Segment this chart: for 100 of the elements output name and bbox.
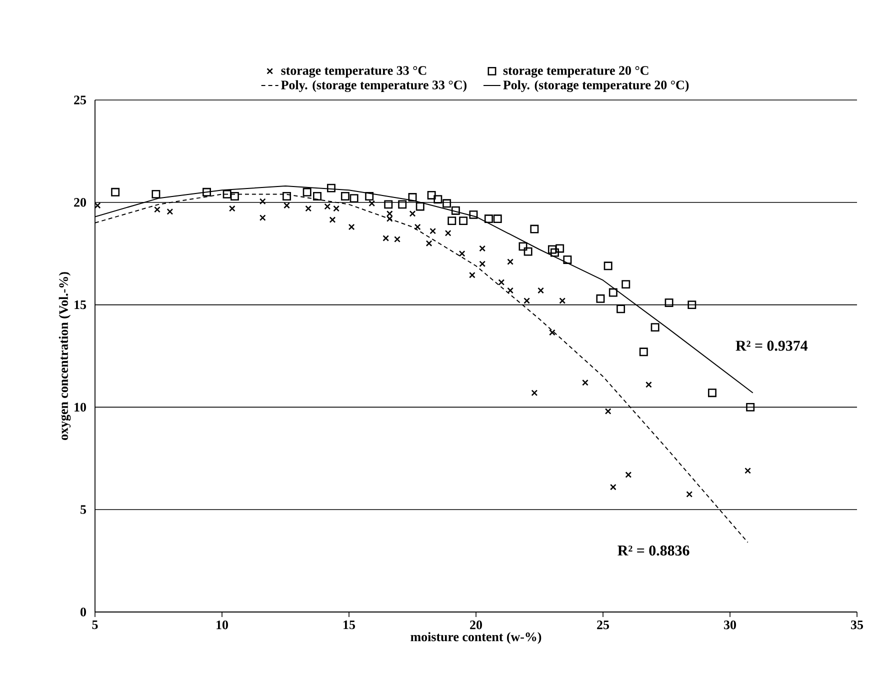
point bbox=[384, 200, 393, 209]
x-tick-label: 15 bbox=[344, 620, 356, 630]
point bbox=[302, 188, 312, 196]
point bbox=[746, 402, 755, 412]
point bbox=[518, 242, 528, 251]
point bbox=[350, 194, 358, 203]
point bbox=[549, 329, 556, 336]
point bbox=[708, 388, 716, 398]
point bbox=[538, 287, 544, 294]
y-tick-label: 10 bbox=[74, 402, 86, 412]
point bbox=[610, 484, 616, 490]
point bbox=[530, 224, 539, 234]
point bbox=[326, 184, 336, 192]
point bbox=[479, 245, 486, 252]
point bbox=[582, 379, 588, 386]
point bbox=[596, 294, 605, 303]
point bbox=[430, 228, 436, 234]
point bbox=[604, 262, 612, 270]
point bbox=[604, 408, 612, 414]
x-tick-label: 20 bbox=[470, 620, 482, 630]
point bbox=[365, 192, 374, 200]
legend-label: storage temperature 20 °C bbox=[503, 66, 648, 78]
y-tick-label: 15 bbox=[74, 300, 86, 310]
point bbox=[154, 206, 160, 213]
point bbox=[459, 216, 468, 226]
point bbox=[444, 230, 452, 236]
point bbox=[329, 216, 336, 223]
y-tick-label: 0 bbox=[80, 608, 86, 616]
point bbox=[639, 348, 648, 356]
x-axis-title: moisture content (w-%) bbox=[410, 632, 542, 644]
point bbox=[94, 202, 101, 209]
y-tick-label: 25 bbox=[74, 96, 86, 104]
point bbox=[524, 247, 532, 256]
y-axis-title: oxygen concentration (Vol.-%) bbox=[58, 272, 71, 440]
point bbox=[688, 300, 696, 310]
point bbox=[448, 216, 456, 226]
point bbox=[434, 195, 442, 204]
point bbox=[686, 491, 693, 498]
point bbox=[409, 210, 416, 217]
legend-label: storage temperature 33 °C bbox=[281, 66, 426, 78]
point bbox=[469, 210, 478, 219]
point bbox=[282, 192, 292, 200]
point bbox=[451, 206, 460, 215]
point bbox=[222, 190, 232, 198]
point bbox=[479, 260, 486, 268]
point bbox=[111, 188, 120, 196]
point bbox=[650, 323, 660, 332]
point bbox=[559, 298, 566, 304]
point bbox=[484, 214, 493, 224]
y-tick-label: 20 bbox=[74, 198, 86, 207]
point bbox=[469, 272, 476, 278]
point bbox=[550, 248, 559, 257]
point bbox=[427, 190, 436, 200]
point bbox=[166, 208, 174, 215]
point bbox=[426, 240, 432, 247]
legend-label: Poly. (storage temperature 33 °C) bbox=[281, 80, 466, 92]
x-tick-label: 35 bbox=[851, 620, 864, 630]
point bbox=[556, 244, 564, 253]
point bbox=[563, 256, 572, 264]
y-tick-label: 5 bbox=[80, 505, 86, 514]
point bbox=[664, 298, 674, 307]
point bbox=[616, 304, 626, 314]
point bbox=[152, 190, 160, 198]
point bbox=[368, 200, 376, 207]
point bbox=[259, 214, 266, 221]
point bbox=[202, 188, 211, 196]
annotation: R² = 0.8836 bbox=[618, 545, 690, 556]
point bbox=[394, 236, 400, 242]
point bbox=[230, 192, 239, 200]
point bbox=[548, 245, 556, 254]
point bbox=[498, 279, 505, 286]
point bbox=[458, 250, 466, 257]
point bbox=[608, 288, 618, 297]
annotation: R² = 0.9374 bbox=[736, 340, 808, 351]
point bbox=[625, 472, 632, 478]
point bbox=[305, 205, 312, 212]
point bbox=[646, 381, 652, 388]
point bbox=[333, 205, 340, 212]
legend-label: Poly. (storage temperature 20 °C) bbox=[503, 80, 689, 92]
point bbox=[340, 192, 350, 200]
point bbox=[531, 390, 538, 396]
point bbox=[398, 200, 407, 209]
x-tick-label: 30 bbox=[724, 620, 736, 630]
point bbox=[408, 193, 417, 202]
x-tick-label: 5 bbox=[92, 620, 98, 630]
point bbox=[414, 224, 421, 230]
point bbox=[507, 287, 514, 294]
x-tick-label: 10 bbox=[216, 620, 228, 630]
point bbox=[622, 280, 630, 289]
point bbox=[386, 216, 393, 222]
point bbox=[284, 202, 290, 209]
point bbox=[507, 258, 514, 265]
point bbox=[313, 192, 322, 200]
point bbox=[259, 198, 266, 205]
point bbox=[493, 214, 502, 224]
point bbox=[386, 210, 393, 217]
point bbox=[228, 205, 236, 212]
point bbox=[744, 468, 751, 474]
point bbox=[324, 203, 331, 210]
point bbox=[382, 235, 390, 242]
